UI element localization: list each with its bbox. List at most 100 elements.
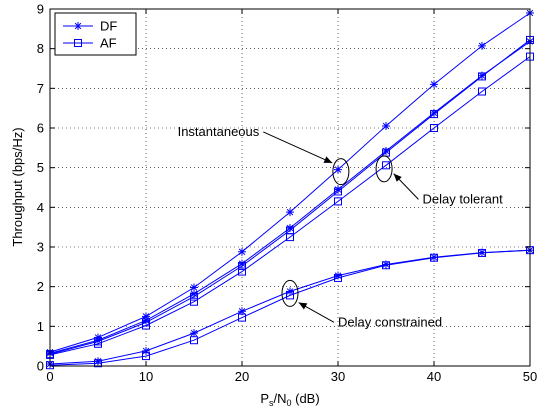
legend-marker — [74, 39, 82, 47]
star-stroke — [238, 308, 246, 315]
star-stroke — [190, 284, 198, 291]
data-point — [142, 352, 150, 361]
series-group — [46, 8, 534, 370]
y-tick-label: 3 — [37, 240, 44, 255]
y-tick-label: 8 — [37, 41, 44, 56]
data-point — [238, 247, 246, 256]
series-df-1 — [46, 37, 534, 358]
data-point — [334, 187, 342, 196]
x-axis-label: Ps/N0 (dB) — [260, 391, 319, 408]
annotation-arrow-head — [323, 156, 333, 163]
legend-item-af: AF — [63, 36, 117, 51]
annotation-ellipse — [375, 155, 393, 183]
star-stroke — [382, 122, 390, 130]
annotation-arrow-head — [393, 173, 402, 182]
data-point — [478, 87, 486, 96]
x-axis-label-mid: /N — [273, 391, 286, 406]
x-tick-label: 30 — [331, 369, 345, 384]
y-tick-label: 2 — [37, 279, 44, 294]
series-line — [49, 56, 531, 356]
data-point — [94, 359, 102, 368]
series-af-5 — [46, 246, 534, 370]
y-tick-label: 6 — [37, 121, 44, 136]
series-af-3 — [46, 52, 534, 359]
x-tick-label: 40 — [427, 369, 441, 384]
star-stroke — [74, 22, 82, 30]
legend-label: AF — [100, 36, 117, 51]
star-stroke — [478, 42, 486, 50]
data-point — [286, 291, 294, 300]
legend-marker — [74, 22, 82, 30]
star-stroke — [430, 81, 438, 88]
legend-box — [54, 12, 137, 56]
star-stroke — [286, 208, 294, 216]
data-point — [190, 283, 198, 292]
data-point — [382, 161, 390, 170]
data-point — [430, 124, 438, 132]
x-tick-label: 50 — [523, 369, 537, 384]
legend-item-df: DF — [63, 19, 117, 34]
star-stroke — [334, 272, 342, 279]
data-point — [478, 41, 486, 50]
y-tick-label: 1 — [37, 319, 44, 334]
annotation-arrow-line — [263, 131, 333, 164]
data-point — [190, 292, 198, 301]
star-stroke — [238, 260, 246, 267]
data-point — [430, 253, 438, 262]
y-tick-label: 0 — [37, 359, 44, 374]
annotation-ellipse — [332, 158, 350, 186]
legend: DF AF — [54, 12, 137, 56]
annotation-text: Instantaneous — [178, 124, 260, 139]
y-tick-label: 7 — [37, 81, 44, 96]
x-tick-label: 20 — [235, 369, 249, 384]
data-point — [94, 357, 102, 366]
annotation-0: Instantaneous — [178, 124, 350, 186]
series-line — [49, 249, 531, 366]
data-point — [190, 336, 198, 345]
data-point — [382, 261, 390, 270]
annotation-arrow-head — [298, 302, 308, 310]
data-point — [94, 339, 102, 348]
data-point — [430, 110, 438, 119]
annotation-ellipse — [281, 279, 299, 307]
legend-label: DF — [100, 19, 117, 34]
data-point — [286, 208, 294, 217]
x-axis-label-sub-0: 0 — [286, 398, 291, 408]
star-stroke — [334, 166, 342, 173]
series-line — [49, 39, 531, 355]
ticks: 0 10 20 30 40 50 0 1 2 3 4 5 6 7 8 9 — [37, 2, 537, 385]
x-axis-label-sub-s: s — [269, 398, 274, 408]
data-point — [190, 329, 198, 338]
data-point — [286, 233, 294, 242]
plot-frame — [49, 8, 531, 367]
x-axis-label-main: P — [260, 391, 269, 406]
y-axis-label: Throughput (bps/Hz) — [10, 127, 25, 246]
data-point — [334, 165, 342, 174]
data-point — [334, 273, 342, 282]
x-tick-label: 10 — [139, 369, 153, 384]
y-tick-label: 4 — [37, 200, 44, 215]
data-point — [478, 72, 486, 81]
data-point — [334, 197, 342, 206]
annotation-text: Delay tolerant — [422, 191, 503, 206]
data-point — [430, 80, 438, 89]
annotation-2: Delay constrained — [281, 279, 442, 329]
star-stroke — [190, 329, 198, 337]
data-point — [478, 248, 486, 257]
data-point — [382, 147, 390, 156]
x-axis-label-tail: (dB) — [292, 391, 320, 406]
data-point — [238, 313, 246, 322]
y-tick-label: 5 — [37, 160, 44, 175]
y-tick-label: 9 — [37, 2, 44, 17]
data-point — [190, 297, 198, 306]
star-stroke — [286, 224, 294, 232]
x-tick-label: 0 — [46, 369, 53, 384]
data-point — [142, 321, 150, 330]
data-point — [382, 122, 390, 131]
data-point — [238, 267, 246, 276]
data-point — [142, 346, 150, 355]
data-point — [238, 262, 246, 271]
annotations-group: Instantaneous Delay tolerant Delay constra… — [178, 124, 503, 329]
